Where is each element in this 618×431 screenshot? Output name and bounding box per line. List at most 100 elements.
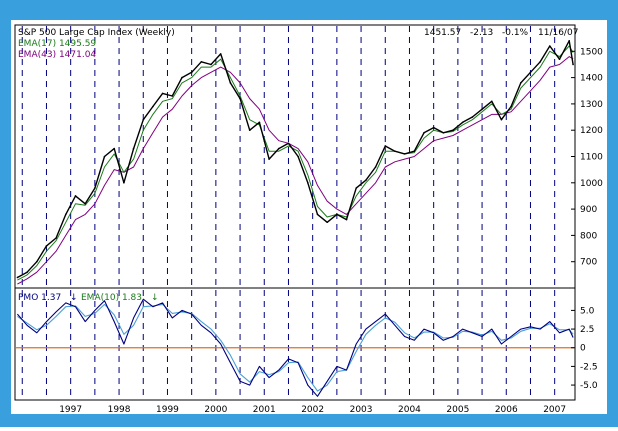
legend-ema17: EMA(17) 1495.59 (18, 39, 96, 49)
x-tick-label-year: 2000 (204, 405, 227, 415)
price-y-tick-label: 1200 (580, 126, 603, 136)
sp500-point (35, 260, 38, 263)
x-tick-label-year: 2002 (301, 405, 324, 415)
x-tick-label-year: 2006 (495, 405, 518, 415)
x-tick-label-year: 1998 (108, 405, 131, 415)
sp500-point (248, 129, 251, 131)
sp500-point (481, 108, 483, 110)
pmo-legend-pmo-arrow: ↓ (70, 293, 78, 303)
sp500-point (529, 71, 532, 74)
sp500-point (258, 121, 261, 124)
frame-top (0, 0, 618, 20)
pmo-y-tick-label: -2.5 (580, 362, 598, 372)
sp500-point (113, 147, 116, 150)
sp500-point (190, 71, 193, 74)
sp500-point (345, 218, 348, 221)
sp500-point (26, 271, 28, 274)
sp500-point (55, 237, 57, 239)
sp500-point (510, 105, 512, 108)
x-tick-label-year: 1997 (59, 405, 82, 415)
sp500-point (539, 61, 541, 63)
price-y-tick-label: 1100 (580, 153, 603, 163)
sp500-point (442, 132, 445, 134)
sp500-point (307, 182, 309, 184)
pmo-y-tick-label: -5.0 (580, 381, 598, 391)
sp500-point (558, 58, 561, 60)
sp500-point (336, 213, 338, 216)
pmo-legend-pmo: PMO 1.37 (18, 293, 61, 303)
sp500-point (568, 39, 570, 42)
sp500-point (403, 153, 406, 155)
price-y-tick-label: 700 (580, 258, 597, 268)
sp500-point (297, 155, 299, 158)
sp500-point (287, 142, 290, 145)
price-quote-change: -2.13 (470, 28, 493, 38)
sp500-point (239, 97, 241, 100)
sp500-point (210, 63, 212, 66)
inner-area (11, 20, 607, 414)
sp500-point (123, 182, 125, 184)
x-tick-label-year: 2003 (350, 405, 373, 415)
sp500-point (374, 166, 377, 168)
sp500-point (519, 82, 522, 84)
sp500-point (471, 116, 474, 118)
chart-title: S&P 500 Large Cap Index (Weekly) (18, 28, 175, 38)
sp500-point (355, 187, 358, 189)
sp500-point (161, 92, 164, 95)
legend-ema43: EMA(43) 1471.04 (18, 50, 96, 60)
sp500-point (181, 76, 183, 79)
pmo-legend-ema10-arrow: ↓ (151, 293, 159, 303)
sp500-point (432, 126, 435, 129)
sp500-point (268, 158, 270, 160)
x-tick-label-year: 2001 (253, 405, 276, 415)
sp500-point (45, 245, 48, 247)
sp500-point (103, 155, 106, 158)
sp500-point (94, 187, 96, 189)
sp500-point (316, 213, 319, 216)
sp500-point (365, 179, 367, 181)
price-y-tick-label: 1300 (580, 100, 603, 110)
sp500-point (461, 121, 464, 124)
sp500-point (326, 221, 328, 224)
pmo-y-tick-label: 5.0 (580, 306, 595, 316)
sp500-point (277, 147, 280, 150)
sp500-point (65, 213, 67, 216)
pmo-y-tick-label: 0 (580, 344, 586, 354)
sp500-point (549, 45, 551, 47)
sp500-point (490, 100, 493, 103)
sp500-point (219, 53, 222, 55)
ema17-line (17, 45, 574, 281)
pmo-panel (14, 287, 576, 401)
sp500-point (413, 150, 416, 153)
sp500-point (16, 276, 19, 279)
price-quote-last: 1451.57 (424, 28, 461, 38)
sp500-point (152, 105, 154, 108)
sp500-point (142, 118, 145, 121)
frame-left (0, 0, 11, 427)
sp500-point (171, 95, 174, 97)
sp500-point (200, 61, 203, 63)
price-quote-change-pct: -0.1% (502, 28, 529, 38)
sp500-point (394, 150, 396, 153)
sp500-point (452, 129, 454, 131)
frame-right (607, 0, 618, 427)
x-tick-label-year: 1999 (156, 405, 179, 415)
x-tick-label-year: 2007 (543, 405, 566, 415)
price-y-tick-label: 1000 (580, 179, 603, 189)
sp500-point (500, 118, 503, 121)
x-tick-label-year: 2005 (446, 405, 469, 415)
frame-bottom (0, 414, 618, 427)
price-y-tick-label: 1500 (580, 47, 603, 57)
sp500-point (423, 132, 425, 134)
sp500-point (84, 203, 86, 205)
sp500-point (384, 145, 387, 147)
x-tick-label-year: 2004 (398, 405, 421, 415)
pmo-legend-ema10: EMA(10) 1.83 (81, 293, 142, 303)
pmo-line (16, 298, 574, 397)
sp500-point (229, 82, 232, 84)
price-y-tick-label: 800 (580, 231, 597, 241)
price-quote-date: 11/16/07 (538, 28, 578, 38)
sp500-point (74, 195, 77, 197)
